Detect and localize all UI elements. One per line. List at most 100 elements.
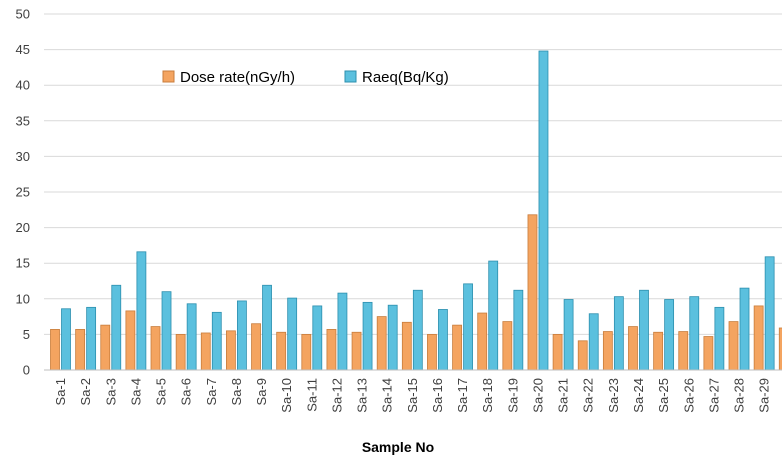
x-tick-label-sa-29: Sa-29 [757,378,772,413]
bar-raeq-sa-22 [588,313,599,371]
x-tick-label-sa-4: Sa-4 [128,378,143,405]
bar-raeq-sa-10 [287,297,298,371]
x-tick-label-sa-14: Sa-14 [380,378,395,413]
bar-dose-rate-sa-27 [703,336,714,371]
bar-dose-rate-sa-12 [326,329,337,371]
bar-raeq-sa-9 [262,284,272,371]
bar-dose-rate-sa-14 [376,316,387,371]
bar-dose-rate-sa-20 [527,214,538,371]
bar-dose-rate-sa-9 [251,323,261,371]
bar-raeq-sa-15 [412,289,423,371]
bar-raeq-sa-26 [689,296,700,371]
x-tick-label-sa-17: Sa-17 [455,378,470,413]
bar-raeq-sa-6 [186,303,197,371]
bar-dose-rate-sa-6 [175,333,186,371]
x-tick-label-sa-6: Sa-6 [179,378,194,405]
bar-dose-rate-sa-16 [427,333,437,371]
bar-raeq-sa-2 [86,306,97,371]
x-tick-label-sa-11: Sa-11 [304,378,319,412]
bar-dose-rate-sa-26 [678,331,689,371]
bar-dose-rate-sa-7 [200,332,211,371]
x-tick-label-sa-22: Sa-22 [581,378,596,413]
bar-dose-rate-sa-1 [50,329,60,371]
x-tick-label-sa-13: Sa-13 [355,378,370,413]
x-tick-label-sa-24: Sa-24 [631,378,646,413]
bar-dose-rate-sa-13 [351,331,362,371]
legend-label-dose-rate: Dose rate(nGy/h) [180,69,295,86]
bar-raeq-sa-24 [639,289,649,371]
x-tick-label-sa-10: Sa-10 [279,378,294,413]
x-tick-label-sa-9: Sa-9 [254,378,269,405]
bar-dose-rate-sa-17 [452,324,462,371]
y-tick-label: 25 [16,185,30,200]
bar-dose-rate-sa-18 [477,312,488,371]
x-tick-label-sa-19: Sa-19 [505,378,520,413]
bar-raeq-sa-18 [488,260,499,371]
y-tick-label: 45 [16,42,30,57]
bar-raeq-sa-3 [111,284,122,371]
bar-raeq-sa-28 [739,287,750,371]
bar-raeq-sa-1 [61,308,71,371]
x-tick-label-sa-1: Sa-1 [53,378,68,405]
bar-dose-rate-sa-4 [125,310,136,371]
bar-dose-rate-sa-23 [602,331,613,371]
x-tick-label-sa-8: Sa-8 [229,378,244,405]
x-tick-label-sa-2: Sa-2 [78,378,93,405]
bar-dose-rate-sa-19 [502,321,513,371]
x-tick-label-sa-25: Sa-25 [656,378,671,413]
bar-raeq-sa-17 [463,283,473,371]
x-tick-label-sa-28: Sa-28 [732,378,747,413]
x-axis-title: Sample No [362,439,434,455]
bar-raeq-sa-16 [438,309,448,371]
bar-dose-rate-sa-2 [75,329,86,371]
legend-swatch-raeq [344,70,357,83]
bar-dose-rate-sa-8 [226,330,236,371]
legend-label-raeq: Raeq(Bq/Kg) [362,69,449,86]
bar-dose-rate-sa-5 [150,326,161,371]
y-axis-ticks: 0 5 10 15 20 25 30 35 40 45 50 [16,7,30,378]
y-tick-label: 40 [16,78,30,93]
x-tick-label-sa-3: Sa-3 [103,378,118,405]
bar-raeq-sa-5 [161,291,172,371]
bars [50,50,782,371]
bar-raeq-sa-11 [312,305,323,371]
bar-raeq-sa-19 [513,289,524,371]
bar-raeq-sa-12 [337,292,348,371]
bar-dose-rate-sa-29 [753,305,764,371]
x-tick-label-sa-23: Sa-23 [606,378,621,413]
y-tick-label: 5 [23,327,30,342]
bar-dose-rate-sa-21 [552,333,563,371]
bar-raeq-sa-23 [613,296,624,371]
x-tick-label-sa-21: Sa-21 [556,378,571,413]
x-tick-label-sa-16: Sa-16 [430,378,445,413]
x-tick-label-sa-27: Sa-27 [706,378,721,413]
bar-raeq-sa-20 [538,50,549,371]
bar-dose-rate-sa-15 [401,321,412,371]
bar-raeq-sa-4 [136,251,147,371]
y-tick-label: 0 [23,363,30,378]
y-tick-label: 15 [16,256,30,271]
bar-raeq-sa-27 [714,306,725,371]
x-tick-label-sa-26: Sa-26 [681,378,696,413]
x-tick-label-sa-20: Sa-20 [530,378,545,413]
bar-raeq-sa-25 [664,299,675,371]
bar-raeq-sa-21 [563,299,574,371]
bar-raeq-sa-29 [764,256,775,371]
x-tick-label-sa-12: Sa-12 [329,378,344,413]
gridlines [44,13,782,335]
bar-dose-rate-sa-28 [728,321,739,371]
bar-raeq-sa-13 [362,301,373,371]
bar-raeq-sa-7 [211,311,222,371]
y-tick-label: 10 [16,291,30,306]
x-tick-label-sa-5: Sa-5 [154,378,169,405]
bar-raeq-sa-8 [237,300,247,371]
x-tick-label-sa-7: Sa-7 [204,378,219,405]
bar-raeq-sa-14 [387,304,398,371]
bar-dose-rate-sa-3 [100,324,111,371]
legend-swatch-dose-rate [162,70,175,83]
y-tick-label: 35 [16,113,30,128]
x-tick-label-sa-15: Sa-15 [405,378,420,413]
bar-dose-rate-sa-11 [301,333,312,371]
bar-dose-rate-sa-10 [276,331,287,371]
